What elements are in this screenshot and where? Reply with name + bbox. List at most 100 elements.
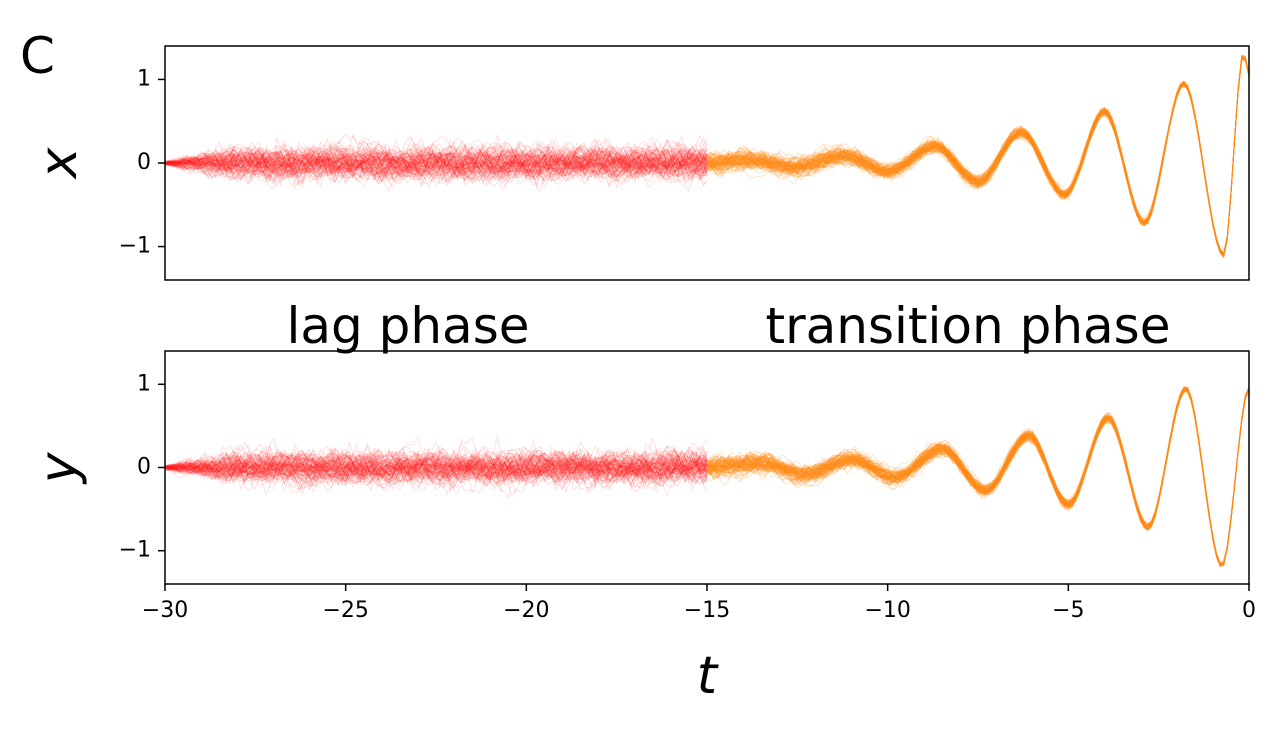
transition-trajectory-line [706,57,1250,255]
transition-trajectory-line [706,57,1250,255]
transition-trajectory-line [706,387,1250,566]
lag-trajectory-line [164,446,708,483]
transition-trajectory-line [706,388,1250,568]
lag-trajectory-line [164,140,708,184]
lag-trajectory-line [164,452,708,486]
lag-trajectory-line [164,450,708,484]
lag-trajectory-line [164,435,708,490]
transition-trajectory-line [706,388,1250,566]
transition-trajectory-line [706,55,1250,255]
transition-trajectory-line [706,388,1250,565]
lag-trajectory-line [164,147,708,185]
transition-trajectory-line [706,58,1250,259]
transition-trajectory-line [706,389,1250,565]
transition-trajectory-line [706,57,1250,257]
transition-trajectory-line [706,387,1250,564]
lag-trajectory-line [164,448,708,486]
transition-trajectory-line [706,57,1250,256]
transition-trajectory-line [706,56,1250,256]
lag-trajectory-line [164,140,708,184]
lag-trajectory-line [164,443,708,482]
transition-trajectory-line [706,387,1250,563]
transition-trajectory-line [706,56,1250,257]
transition-trajectory-line [706,387,1250,564]
transition-trajectory-line [706,386,1250,566]
transition-trajectory-line [706,389,1250,567]
lag-trajectory-line [164,447,708,483]
lag-trajectory-line [164,142,708,192]
lag-trajectory-line [164,141,708,181]
lag-trajectory-line [164,145,708,182]
x-plot-y-ticks: −1 0 1 [119,66,165,259]
lag-trajectory-line [164,144,708,183]
lag-trajectory-line [164,439,708,481]
lag-trajectory-line [164,444,708,490]
transition-trajectory-line [706,387,1250,567]
transition-trajectory-line [706,388,1250,565]
lag-trajectory-line [164,449,708,485]
transition-trajectory-line [706,388,1250,567]
transition-trajectory-line [706,55,1250,256]
lag-trajectory-line [164,452,708,488]
transition-trajectory-line [706,387,1250,567]
lag-trajectory-line [164,446,708,486]
transition-trajectory-line [706,388,1250,565]
panel-label: C [20,27,55,85]
transition-trajectory-line [706,56,1250,254]
lag-trajectory-line [164,146,708,189]
transition-trajectory-line [706,388,1250,565]
transition-trajectory-line [706,56,1250,257]
transition-trajectory-line [706,388,1250,565]
lag-trajectory-line [164,448,708,488]
lag-trajectory-line [164,139,708,183]
lag-trajectory-line [164,454,708,491]
transition-trajectory-line [706,387,1250,567]
transition-trajectory-line [706,56,1250,257]
lag-trajectory-line [164,141,708,185]
lag-trajectory-line [164,147,708,185]
x-tick-label: −10 [864,598,910,623]
lag-trajectory-line [164,137,708,185]
lag-trajectory-line [164,450,708,490]
lag-trajectory-line [164,144,708,180]
transition-trajectory-line [706,59,1250,257]
lag-trajectory-line [164,449,708,486]
transition-trajectory-line [706,386,1250,563]
transition-trajectory-line [706,388,1250,565]
transition-trajectory-line [706,388,1250,566]
transition-trajectory-line [706,387,1250,566]
transition-trajectory-line [706,58,1250,255]
lag-trajectory-line [164,144,708,187]
lag-trajectory-line [164,141,708,185]
lag-trajectory-line [164,140,708,181]
transition-trajectory-line [706,387,1250,565]
lag-trajectory-line [164,146,708,181]
transition-trajectory-line [706,56,1250,254]
transition-trajectory-line [706,56,1250,256]
transition-trajectory-line [706,58,1250,256]
lag-trajectory-line [164,449,708,484]
y-tick-label: −1 [119,234,151,259]
transition-trajectory-line [706,56,1250,258]
lag-trajectory-line [164,133,708,187]
lag-trajectory-line [164,450,708,487]
lag-trajectory-line [164,140,708,184]
lag-trajectory-line [164,139,708,186]
transition-trajectory-line [706,56,1250,257]
lag-trajectory-line [164,145,708,183]
lag-trajectory-line [164,437,708,489]
transition-trajectory-line [706,388,1250,565]
transition-trajectory-line [706,57,1250,256]
lag-trajectory-line [164,139,708,181]
lag-trajectory-line [164,147,708,185]
lag-phase-trajectories [164,133,708,193]
lag-trajectory-line [164,445,708,492]
transition-trajectory-line [706,388,1250,567]
transition-trajectory-line [706,57,1250,257]
lag-trajectory-line [164,447,708,487]
transition-trajectory-line [706,57,1250,257]
transition-trajectory-line [706,56,1250,256]
lag-trajectory-line [164,455,708,488]
transition-trajectory-line [706,388,1250,566]
transition-trajectory-line [706,56,1250,257]
